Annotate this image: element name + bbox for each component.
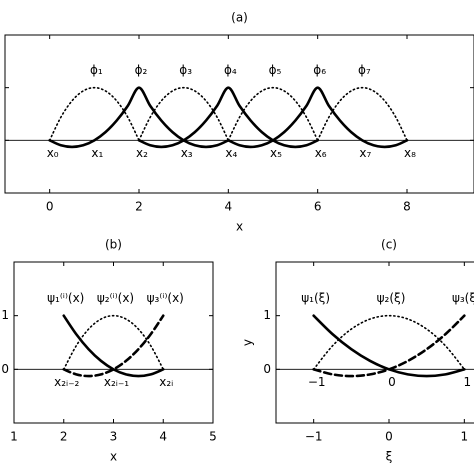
x-tick-label: 0	[46, 200, 54, 214]
curve	[312, 314, 466, 378]
node-label: x₂ᵢ₋₂	[54, 375, 79, 389]
x-tick-label: 1	[461, 430, 469, 444]
x-tick-label: 6	[314, 200, 322, 214]
node-label: x₀	[47, 146, 59, 160]
curve	[62, 314, 165, 378]
x-tick-label: 5	[209, 430, 217, 444]
x-axis-label: ξ	[386, 450, 393, 464]
y-tick-label: 0	[1, 362, 9, 376]
x-axis-label: x	[110, 450, 117, 464]
x-tick-label: 8	[403, 200, 411, 214]
node-label: x₅	[270, 146, 282, 160]
curve-label: ψ₁(ξ)	[301, 291, 330, 305]
y-axis-label: y	[241, 339, 255, 346]
curve-label: ϕ₃	[179, 63, 192, 77]
curve-label: ψ₃(ξ)	[452, 291, 474, 305]
axes-frame	[13, 261, 214, 424]
y-tick-label: 1	[1, 308, 9, 322]
curve-label: ϕ₂	[135, 63, 148, 77]
node-label: x₂ᵢ₋₁	[104, 375, 129, 389]
node-label: x₄	[225, 146, 237, 160]
curve	[316, 86, 408, 142]
curve	[62, 314, 165, 378]
x-tick-label: 2	[135, 200, 143, 214]
node-label: 1	[464, 375, 472, 389]
curve-label: ψ₂(ξ)	[377, 291, 406, 305]
panel-title: (c)	[381, 238, 397, 252]
node-label: x₂	[136, 146, 148, 160]
curve	[312, 314, 466, 378]
curve	[48, 86, 230, 149]
node-label: x₁	[91, 146, 103, 160]
y-tick-label: 0	[263, 362, 271, 376]
curve	[62, 314, 165, 371]
curve	[48, 86, 140, 142]
curve-label: ψ₂⁽ⁱ⁾(x)	[97, 291, 134, 305]
node-label: x₂ᵢ	[159, 375, 173, 389]
curve	[312, 314, 466, 371]
curve-label: ϕ₇	[358, 63, 371, 77]
node-label: x₈	[404, 146, 416, 160]
x-axis-label: x	[236, 220, 243, 234]
axes-frame	[4, 34, 474, 194]
curve-label: ϕ₄	[224, 63, 237, 77]
node-label: 0	[388, 375, 396, 389]
x-tick-label: 1	[10, 430, 18, 444]
curve-label: ψ₁⁽ⁱ⁾(x)	[47, 291, 84, 305]
curve	[137, 86, 319, 149]
curve-label: ϕ₅	[269, 63, 282, 77]
x-tick-label: 4	[159, 430, 167, 444]
y-tick-label: 1	[263, 308, 271, 322]
x-tick-label: 0	[385, 430, 393, 444]
curve-label: ψ₃⁽ⁱ⁾(x)	[147, 291, 184, 305]
x-tick-label: 2	[60, 430, 68, 444]
node-label: x₆	[315, 146, 327, 160]
curve-label: ϕ₁	[90, 63, 103, 77]
curve	[138, 86, 230, 142]
node-label: −1	[308, 375, 326, 389]
axes-frame	[275, 261, 474, 424]
node-label: x₇	[359, 146, 371, 160]
x-tick-label: −1	[305, 430, 323, 444]
curve	[227, 86, 409, 149]
node-label: x₃	[181, 146, 193, 160]
panel-title: (a)	[231, 11, 248, 25]
x-tick-label: 4	[225, 200, 233, 214]
curve-label: ϕ₆	[313, 63, 326, 77]
curve	[227, 86, 319, 142]
panel-title: (b)	[105, 238, 122, 252]
x-tick-label: 3	[110, 430, 118, 444]
